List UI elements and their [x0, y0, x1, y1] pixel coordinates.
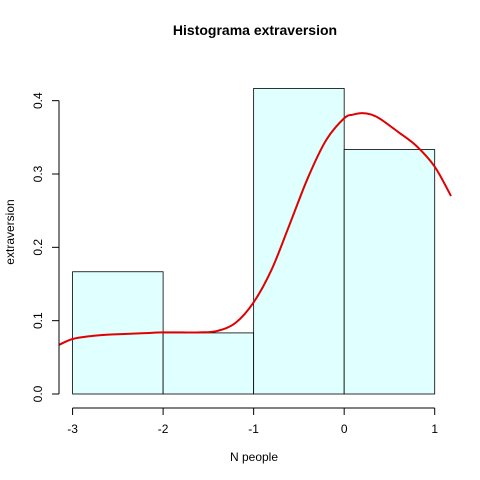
histogram-bar-1	[162, 332, 255, 395]
y-tick-label: 0.3	[31, 165, 45, 182]
y-axis: 0.0 0.1 0.2 0.3 0.4	[31, 92, 60, 402]
x-tick-label: -1	[248, 422, 259, 436]
x-tick-label: -2	[158, 422, 169, 436]
x-tick-label: -3	[67, 422, 78, 436]
x-tick-label: 0	[341, 422, 348, 436]
y-tick-label: 0.4	[31, 92, 45, 109]
histogram-bar-2	[253, 88, 345, 395]
histogram-bar-3	[343, 149, 436, 395]
x-axis-label: N people	[230, 450, 278, 464]
y-tick-label: 0.1	[31, 312, 45, 329]
chart-title: Histograma extraversion	[173, 22, 337, 38]
x-axis: -3 -2 -1 0 1	[67, 407, 438, 436]
histogram-bars	[72, 88, 436, 395]
y-tick-label: 0.2	[31, 239, 45, 256]
x-tick-label: 1	[431, 422, 438, 436]
y-tick-label: 0.0	[31, 385, 45, 402]
y-axis-label: extraversion	[3, 199, 17, 264]
density-curve	[58, 112, 452, 346]
